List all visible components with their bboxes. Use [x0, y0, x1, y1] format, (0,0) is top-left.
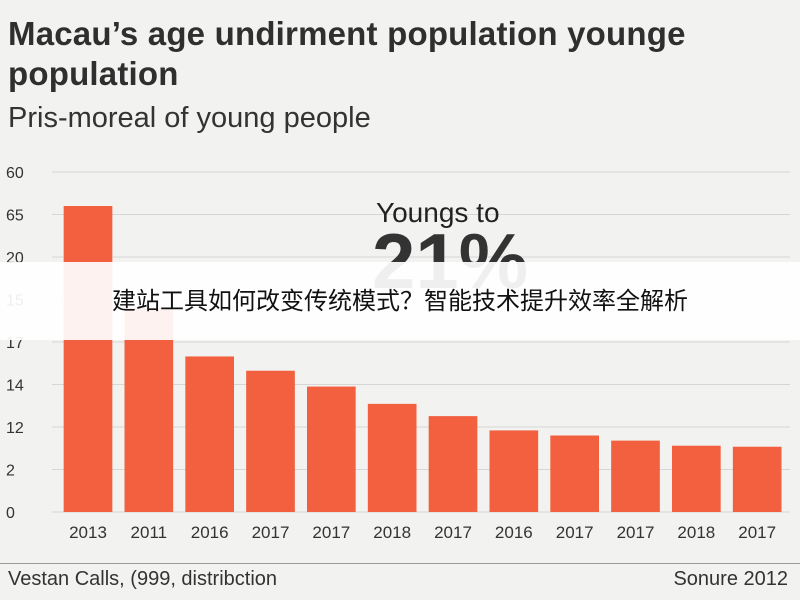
bar [550, 435, 599, 512]
y-tick-label: 60 [6, 165, 24, 182]
y-tick-label: 12 [6, 420, 24, 437]
y-tick-label: 2 [6, 463, 15, 480]
bar [124, 308, 174, 512]
bar [367, 403, 417, 512]
bar-chart: 0212141715206560 20132011201620172017201… [6, 165, 790, 542]
x-tick-label: 2018 [677, 523, 715, 542]
credit-note: Sonure 2012 [673, 568, 788, 590]
bar [428, 416, 478, 512]
y-tick-label: 0 [6, 505, 15, 522]
x-tick-label: 2017 [312, 523, 350, 542]
bar [672, 445, 721, 512]
x-tick-label: 2018 [373, 523, 411, 542]
bar [732, 446, 782, 512]
x-tick-label: 2017 [434, 523, 472, 542]
bar [307, 386, 356, 512]
x-tick-label: 2016 [191, 523, 229, 542]
x-tick-label: 2016 [495, 523, 533, 542]
bar [63, 206, 113, 512]
bars [63, 206, 782, 512]
chart-subtitle: Pris-moreal of young people [8, 102, 371, 134]
x-axis-ticks: 2013 2011 2016 2017 2017 2018 2017 2016 2017 2017… [69, 523, 776, 542]
overlay-banner [0, 262, 800, 340]
x-tick-label: 2017 [252, 523, 290, 542]
x-tick-label: 2017 [738, 523, 776, 542]
chart-title: Macau’s age undirment population younge … [8, 15, 686, 92]
overlay-caption: 建站工具如何改变传统模式？智能技术提升效率全解析 [112, 287, 688, 315]
bar [489, 430, 539, 512]
source-note: Vestan Calls, (999, distribction [8, 568, 278, 590]
bar [611, 440, 660, 512]
x-tick-label: 2013 [69, 523, 107, 542]
bar [185, 356, 234, 512]
x-tick-label: 2011 [131, 523, 168, 542]
annotation-line1: Youngs to [376, 197, 500, 228]
y-tick-label: 14 [6, 378, 24, 395]
x-tick-label: 2017 [617, 523, 655, 542]
y-axis-ticks: 0212141715206560 [6, 165, 24, 522]
bar [246, 370, 295, 512]
y-tick-label: 65 [6, 208, 24, 225]
x-tick-label: 2017 [556, 523, 594, 542]
footer-divider [0, 563, 800, 564]
